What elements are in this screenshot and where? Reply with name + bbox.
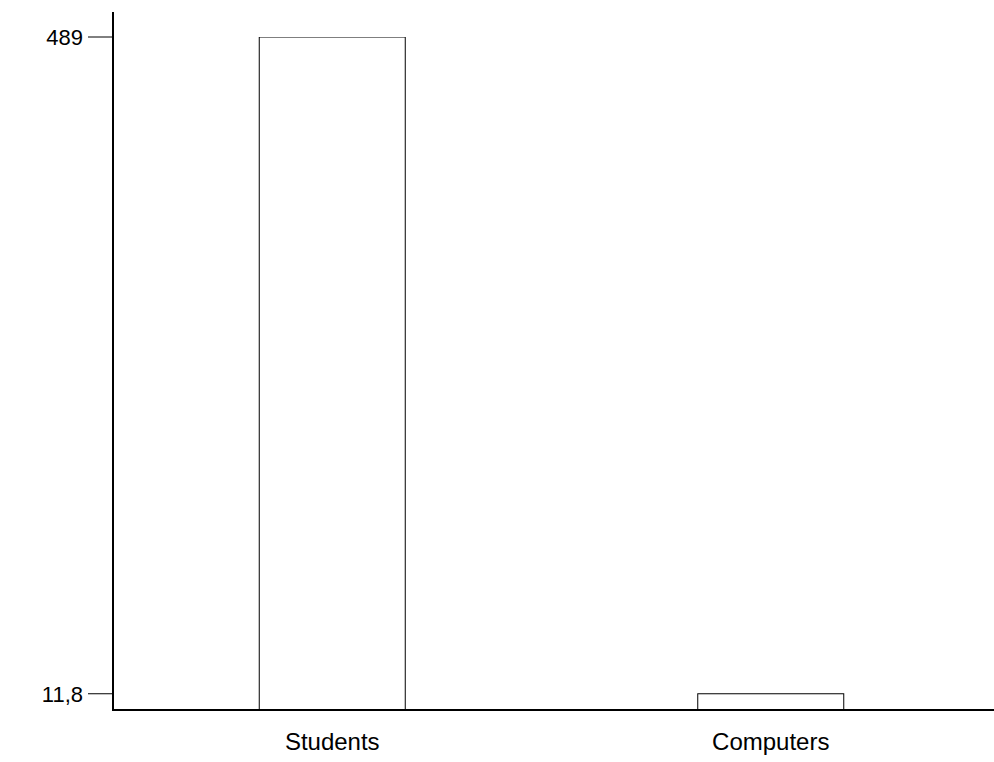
category-label: Students	[285, 728, 380, 755]
bar	[259, 37, 405, 710]
chart: Students Computers 11,8 489	[0, 0, 994, 762]
y-axis	[112, 12, 114, 711]
bar	[698, 694, 844, 710]
y-tick-label: 11,8	[42, 682, 83, 707]
y-tick	[88, 693, 113, 694]
bars	[259, 37, 844, 710]
y-tick	[88, 37, 113, 38]
x-axis	[112, 709, 994, 711]
y-tick-label: 489	[46, 25, 83, 50]
category-label: Computers	[712, 728, 829, 755]
